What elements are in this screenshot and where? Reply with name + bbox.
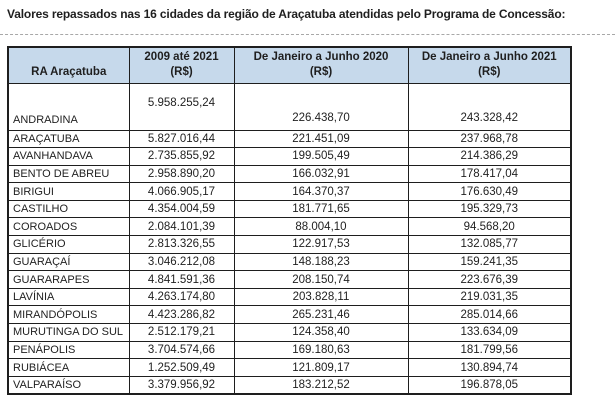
city-cell: GLICÉRIO <box>7 235 130 254</box>
table-row: ARAÇATUBA 5.827.016,44 221.451,09 237.968,7… <box>7 129 572 149</box>
city-cell: AVANHANDAVA <box>7 147 130 166</box>
city-cell: ANDRADINA <box>7 82 130 131</box>
city-cell: BIRIGUI <box>7 182 130 201</box>
total-2009-2021-cell: 4.841.591,36 <box>128 270 235 289</box>
jan-jun-2021-cell: 159.241,35 <box>407 252 572 272</box>
table-row: BENTO DE ABREU 2.958.890,20 166.032,91 178.… <box>7 164 572 184</box>
jan-jun-2021-cell: 223.676,39 <box>407 270 572 289</box>
jan-jun-2021-cell: 132.085,77 <box>407 235 572 254</box>
table-row: GUARARAPES 4.841.591,36 208.150,74 223.676,… <box>7 270 572 289</box>
jan-jun-2020-cell: 121.809,17 <box>233 358 409 377</box>
city-cell: ARAÇATUBA <box>7 129 130 149</box>
jan-jun-2021-cell: 285.014,66 <box>407 305 572 325</box>
column-header-period: 2009 até 2021 <box>144 51 219 64</box>
jan-jun-2021-cell: 196.878,05 <box>407 375 572 395</box>
column-header-city-label: RA Araçatuba <box>31 65 107 78</box>
city-cell: RUBIÁCEA <box>7 358 130 377</box>
jan-jun-2021-cell: 133.634,09 <box>407 323 572 342</box>
table-row: PENÁPOLIS 3.704.574,66 169.180,63 181.799,5… <box>7 340 572 360</box>
total-2009-2021-cell: 2.958.890,20 <box>128 164 235 184</box>
jan-jun-2021-cell: 219.031,35 <box>407 287 572 307</box>
city-cell: VALPARAÍSO <box>7 375 130 395</box>
table-row: AVANHANDAVA 2.735.855,92 199.505,49 214.386… <box>7 147 572 166</box>
jan-jun-2021-cell: 176.630,49 <box>407 182 572 201</box>
jan-jun-2020-cell: 265.231,46 <box>233 305 409 325</box>
jan-jun-2020-cell: 164.370,37 <box>233 182 409 201</box>
jan-jun-2020-cell: 148.188,23 <box>233 252 409 272</box>
city-cell: GUARAÇAÍ <box>7 252 130 272</box>
city-cell: COROADOS <box>7 217 130 237</box>
column-header-jan-jun-2021: De Janeiro a Junho 2021 (R$) <box>407 46 572 84</box>
total-2009-2021-cell: 5.958.255,24 <box>128 82 235 131</box>
total-2009-2021-cell: 2.512.179,21 <box>128 323 235 342</box>
jan-jun-2020-cell: 88.004,10 <box>233 217 409 237</box>
jan-jun-2020-cell: 124.358,40 <box>233 323 409 342</box>
column-header-unit: (R$) <box>309 66 333 79</box>
jan-jun-2020-cell: 181.771,65 <box>233 199 409 219</box>
horizontal-divider <box>0 34 615 35</box>
transfers-table: RA Araçatuba 2009 até 2021 (R$) De Janei… <box>7 46 572 395</box>
city-cell: LAVÍNIA <box>7 287 130 307</box>
table-row: COROADOS 2.084.101,39 88.004,10 94.568,20 <box>7 217 572 237</box>
jan-jun-2020-cell: 203.828,11 <box>233 287 409 307</box>
total-2009-2021-cell: 1.252.509,49 <box>128 358 235 377</box>
table-row: GLICÉRIO 2.813.326,55 122.917,53 132.085,77 <box>7 235 572 254</box>
city-cell: CASTILHO <box>7 199 130 219</box>
total-2009-2021-cell: 2.813.326,55 <box>128 235 235 254</box>
city-cell: PENÁPOLIS <box>7 340 130 360</box>
header-row: RA Araçatuba 2009 até 2021 (R$) De Janei… <box>7 46 572 84</box>
total-2009-2021-cell: 5.827.016,44 <box>128 129 235 149</box>
jan-jun-2020-cell: 183.212,52 <box>233 375 409 395</box>
column-header-unit: (R$) <box>478 66 501 79</box>
city-cell: BENTO DE ABREU <box>7 164 130 184</box>
table-body: ANDRADINA 5.958.255,24 226.438,70 243.328,4… <box>7 82 572 395</box>
table-row: BIRIGUI 4.066.905,17 164.370,37 176.630,49 <box>7 182 572 201</box>
jan-jun-2021-cell: 214.386,29 <box>407 147 572 166</box>
jan-jun-2021-cell: 243.328,42 <box>407 82 572 131</box>
table-row: ANDRADINA 5.958.255,24 226.438,70 243.328,4… <box>7 82 572 131</box>
jan-jun-2020-cell: 122.917,53 <box>233 235 409 254</box>
column-header-period: De Janeiro a Junho 2020 <box>253 51 389 64</box>
jan-jun-2020-cell: 226.438,70 <box>233 82 409 131</box>
column-header-period: De Janeiro a Junho 2021 <box>421 51 557 64</box>
jan-jun-2020-cell: 199.505,49 <box>233 147 409 166</box>
table-row: VALPARAÍSO 3.379.956,92 183.212,52 196.878,… <box>7 375 572 395</box>
jan-jun-2021-cell: 94.568,20 <box>407 217 572 237</box>
table-row: LAVÍNIA 4.263.174,80 203.828,11 219.031,35 <box>7 287 572 307</box>
column-header-jan-jun-2020: De Janeiro a Junho 2020 (R$) <box>233 46 409 84</box>
total-2009-2021-cell: 4.263.174,80 <box>128 287 235 307</box>
table-row: MIRANDÓPOLIS 4.423.286,82 265.231,46 285.01… <box>7 305 572 325</box>
city-cell: MIRANDÓPOLIS <box>7 305 130 325</box>
total-2009-2021-cell: 3.379.956,92 <box>128 375 235 395</box>
city-cell: GUARARAPES <box>7 270 130 289</box>
table-row: MURUTINGA DO SUL 2.512.179,21 124.358,40 13… <box>7 323 572 342</box>
total-2009-2021-cell: 2.735.855,92 <box>128 147 235 166</box>
jan-jun-2021-cell: 195.329,73 <box>407 199 572 219</box>
table-row: CASTILHO 4.354.004,59 181.771,65 195.329,73 <box>7 199 572 219</box>
column-header-unit: (R$) <box>170 66 193 79</box>
jan-jun-2021-cell: 130.894,74 <box>407 358 572 377</box>
total-2009-2021-cell: 4.066.905,17 <box>128 182 235 201</box>
total-2009-2021-cell: 2.084.101,39 <box>128 217 235 237</box>
page-title: Valores repassados nas 16 cidades da reg… <box>7 7 566 21</box>
city-cell: MURUTINGA DO SUL <box>7 323 130 342</box>
table-header: RA Araçatuba 2009 até 2021 (R$) De Janei… <box>7 46 572 84</box>
jan-jun-2021-cell: 181.799,56 <box>407 340 572 360</box>
jan-jun-2020-cell: 208.150,74 <box>233 270 409 289</box>
table-row: RUBIÁCEA 1.252.509,49 121.809,17 130.894,74 <box>7 358 572 377</box>
column-header-city: RA Araçatuba <box>7 46 130 84</box>
jan-jun-2020-cell: 221.451,09 <box>233 129 409 149</box>
jan-jun-2021-cell: 178.417,04 <box>407 164 572 184</box>
total-2009-2021-cell: 4.423.286,82 <box>128 305 235 325</box>
total-2009-2021-cell: 4.354.004,59 <box>128 199 235 219</box>
jan-jun-2020-cell: 169.180,63 <box>233 340 409 360</box>
jan-jun-2020-cell: 166.032,91 <box>233 164 409 184</box>
table-row: GUARAÇAÍ 3.046.212,08 148.188,23 159.241,35 <box>7 252 572 272</box>
total-2009-2021-cell: 3.704.574,66 <box>128 340 235 360</box>
total-2009-2021-cell: 3.046.212,08 <box>128 252 235 272</box>
jan-jun-2021-cell: 237.968,78 <box>407 129 572 149</box>
column-header-2009-2021: 2009 até 2021 (R$) <box>128 46 235 84</box>
